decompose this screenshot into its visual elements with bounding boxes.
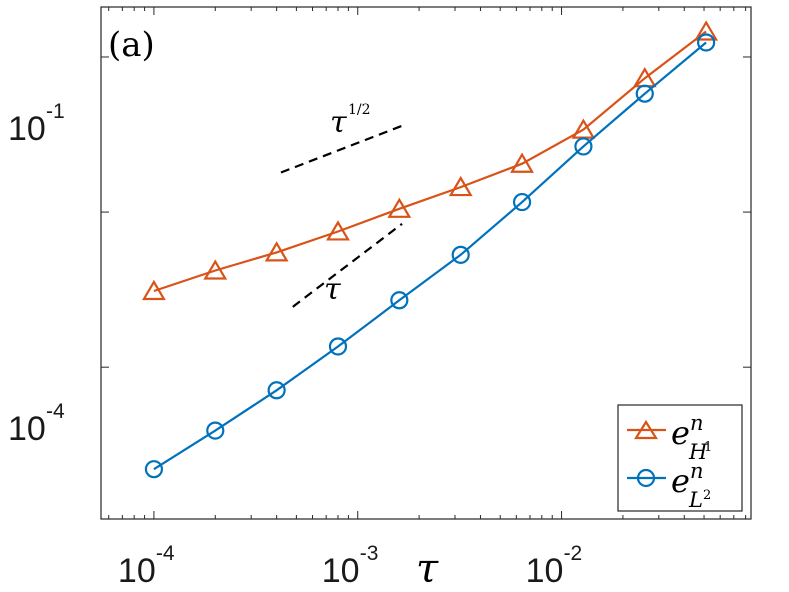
series-line-h1 bbox=[153, 30, 707, 293]
legend-h1-sub: H bbox=[688, 440, 708, 464]
x-tick-base: 10 bbox=[526, 552, 564, 590]
legend-box bbox=[617, 404, 743, 512]
data-point-l2 bbox=[697, 33, 716, 52]
data-point-l2 bbox=[144, 460, 164, 479]
series-line-l2 bbox=[153, 41, 707, 471]
series-group bbox=[141, 20, 719, 479]
legend-marker-circle bbox=[636, 468, 656, 488]
slope-label-one: τ bbox=[324, 272, 341, 307]
data-point-l2 bbox=[328, 337, 348, 356]
data-point-l2 bbox=[206, 421, 225, 440]
slope-one-line bbox=[292, 222, 403, 308]
legend-h1-subsup: 1 bbox=[704, 440, 712, 455]
legend-h1-sup: n bbox=[690, 411, 704, 435]
y-tick-base: 10 bbox=[8, 410, 46, 448]
data-point-h1 bbox=[203, 259, 228, 280]
data-point-l2 bbox=[512, 192, 532, 212]
y-tick-label: 10 -4 bbox=[8, 400, 65, 448]
slope-half-line bbox=[280, 124, 403, 174]
legend-l2-subsup: 2 bbox=[703, 488, 711, 503]
y-tick-label: 10 -1 bbox=[8, 100, 65, 148]
legend-l2-sup: n bbox=[690, 459, 704, 483]
legend: e n H 1 e n L 2 bbox=[617, 404, 743, 512]
x-tick-exponent: -2 bbox=[564, 542, 583, 565]
data-point-h1 bbox=[141, 279, 166, 301]
legend-h1-base: e bbox=[671, 414, 690, 452]
slope-label-half-exponent: 1/2 bbox=[348, 102, 371, 118]
data-point-l2 bbox=[635, 84, 654, 103]
data-point-h1 bbox=[387, 197, 412, 218]
legend-l2-base: e bbox=[671, 462, 690, 500]
axes-frame bbox=[100, 6, 752, 520]
x-tick-label: 10 -3 bbox=[322, 542, 379, 590]
x-tick-label: 10 -2 bbox=[526, 542, 583, 590]
reference-slopes bbox=[280, 124, 403, 308]
x-tick-exponent: -4 bbox=[156, 542, 175, 565]
data-point-l2 bbox=[574, 137, 593, 156]
plot-box bbox=[100, 6, 752, 520]
data-point-h1 bbox=[510, 152, 534, 173]
x-tick-label: 10 -4 bbox=[118, 542, 175, 590]
slope-label-half-base: τ bbox=[330, 105, 347, 140]
y-tick-exponent: -4 bbox=[46, 400, 65, 423]
data-point-h1 bbox=[264, 241, 289, 262]
x-tick-base: 10 bbox=[322, 552, 360, 590]
x-tick-base: 10 bbox=[118, 552, 156, 590]
data-point-h1 bbox=[694, 20, 719, 41]
data-point-h1 bbox=[326, 220, 350, 241]
data-point-l2 bbox=[267, 381, 286, 400]
slope-label-half: τ 1/2 bbox=[330, 102, 371, 140]
legend-l2-sub: L bbox=[688, 488, 703, 512]
legend-marker-triangle bbox=[634, 419, 658, 440]
y-tick-base: 10 bbox=[8, 110, 46, 148]
x-axis-label: τ bbox=[416, 546, 439, 592]
data-point-h1 bbox=[448, 175, 473, 197]
data-point-l2 bbox=[390, 291, 409, 310]
panel-label: (a) bbox=[108, 25, 155, 65]
y-tick-exponent: -1 bbox=[46, 100, 65, 123]
tick-labels: 10 -4 10 -3 10 -210 -110 -4 bbox=[8, 100, 582, 590]
data-point-l2 bbox=[451, 245, 470, 264]
x-tick-exponent: -3 bbox=[360, 542, 379, 565]
